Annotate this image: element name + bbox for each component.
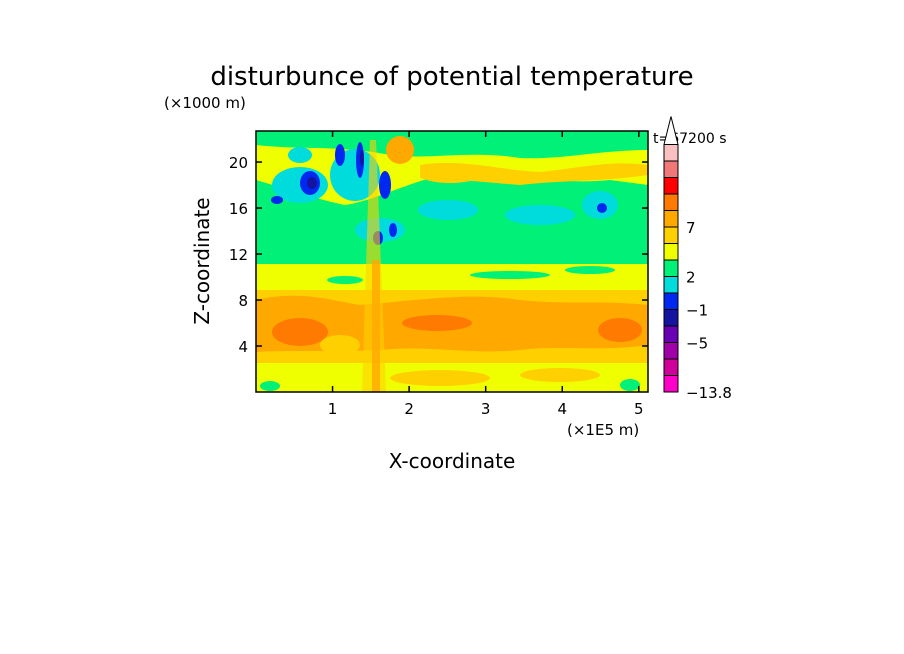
x-tick-label: 5 (634, 400, 644, 418)
field-orange-cell (420, 167, 480, 183)
field-green-cell (260, 381, 280, 391)
field-wave-plume (372, 260, 380, 392)
field-orange-cell (500, 312, 580, 324)
colorbar-swatch (663, 276, 679, 294)
field-blue-cell (389, 223, 397, 237)
colorbar-label: −1 (686, 302, 708, 320)
y-tick-label: 8 (238, 292, 248, 310)
y-unit-label: (×1000 m) (164, 94, 246, 112)
colorbar-swatch (663, 292, 679, 310)
colorbar: 7 2 −1 −5 −13.8 (663, 116, 732, 402)
y-tick-label: 4 (238, 338, 248, 356)
field-yellow-cell (327, 276, 363, 284)
x-tick-label: 2 (404, 400, 414, 418)
x-axis-label: X-coordinate (389, 449, 516, 473)
colorbar-swatch (663, 342, 679, 360)
colorbar-extend-arrow (663, 116, 679, 145)
field-blue-cell (379, 171, 391, 199)
field-blue-cell (335, 144, 345, 166)
colorbar-swatch (663, 375, 679, 393)
field-orange-cell (598, 318, 642, 342)
y-tick-label: 16 (229, 200, 248, 218)
colorbar-swatch (663, 193, 679, 211)
y-axis-label: Z-coordinate (190, 197, 214, 324)
colorbar-swatch (663, 309, 679, 327)
y-tick-label: 12 (229, 246, 248, 264)
y-axis: 4 8 12 16 20 (229, 154, 648, 356)
colorbar-swatch (663, 358, 679, 376)
field-orange-cell (402, 315, 472, 331)
chart-title: disturbunce of potential temperature (210, 62, 693, 92)
colorbar-swatch (663, 226, 679, 244)
field-blue-cell (597, 203, 607, 213)
field-blue-cell (271, 196, 283, 204)
colorbar-swatch (663, 243, 679, 261)
field-orange-cell (320, 335, 360, 355)
field-orange-cell (390, 370, 490, 386)
field-yellow-cell (470, 271, 550, 279)
field-orange-upper (420, 162, 648, 185)
colorbar-label: 7 (686, 219, 696, 237)
field-orange-cell (520, 368, 600, 382)
x-axis: 1 2 3 4 5 (328, 131, 644, 418)
colorbar-label: −5 (686, 335, 708, 353)
colorbar-swatch (663, 144, 679, 162)
x-unit-label: (×1E5 m) (567, 421, 639, 439)
field-orange-cell (386, 136, 414, 164)
colorbar-swatch (663, 160, 679, 178)
y-tick-label: 20 (229, 154, 248, 172)
x-tick-label: 1 (328, 400, 338, 418)
x-tick-label: 3 (481, 400, 491, 418)
field-navy-cell (360, 150, 364, 166)
field-green-cell (620, 379, 640, 391)
contour-field (256, 131, 648, 392)
colorbar-label: 2 (686, 269, 696, 287)
colorbar-label: −13.8 (686, 384, 732, 402)
colorbar-swatch (663, 325, 679, 343)
colorbar-swatch (663, 259, 679, 277)
x-tick-label: 4 (557, 400, 567, 418)
field-orange-cell (272, 318, 328, 346)
field-cyan-cell (505, 205, 575, 225)
field-band-green (256, 214, 648, 264)
field-cyan-cell (288, 147, 312, 163)
colorbar-swatch (663, 210, 679, 228)
field-navy-cell (307, 177, 317, 189)
colorbar-swatch (663, 177, 679, 195)
field-yellow-cell (565, 266, 615, 274)
field-cyan-cell (418, 200, 478, 220)
plot-frame (255, 130, 649, 393)
